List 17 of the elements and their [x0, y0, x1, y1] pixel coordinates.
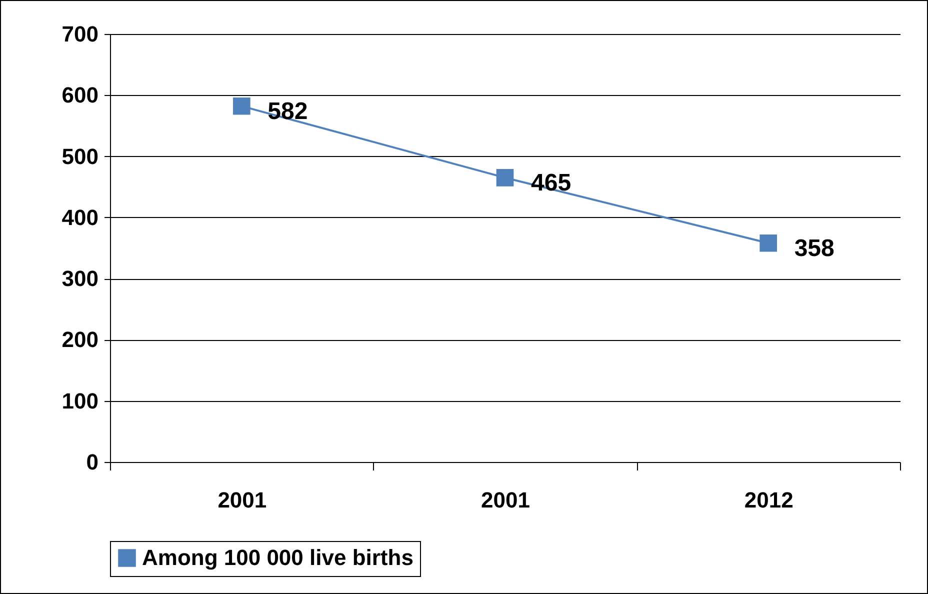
x-tick-label: 2001 — [218, 488, 267, 512]
point — [760, 234, 777, 252]
y-tick-label: 300 — [62, 266, 98, 292]
legend-label: Among 100 000 live births — [142, 545, 414, 570]
y-tick-label: 600 — [62, 82, 98, 108]
data-label: 582 — [268, 98, 308, 126]
y-tick-label: 0 — [86, 450, 98, 474]
y-tick-label: 700 — [62, 22, 98, 46]
y-tick-label: 100 — [62, 388, 98, 414]
y-tick-label: 200 — [62, 327, 98, 352]
x-tick-label: 2012 — [744, 488, 794, 512]
data-label: 358 — [794, 235, 834, 262]
point — [496, 169, 514, 186]
y-tick-label: 400 — [62, 204, 98, 230]
point — [233, 97, 250, 115]
y-tick-label: 500 — [62, 144, 98, 169]
x-tick-label: 2001 — [481, 488, 530, 512]
